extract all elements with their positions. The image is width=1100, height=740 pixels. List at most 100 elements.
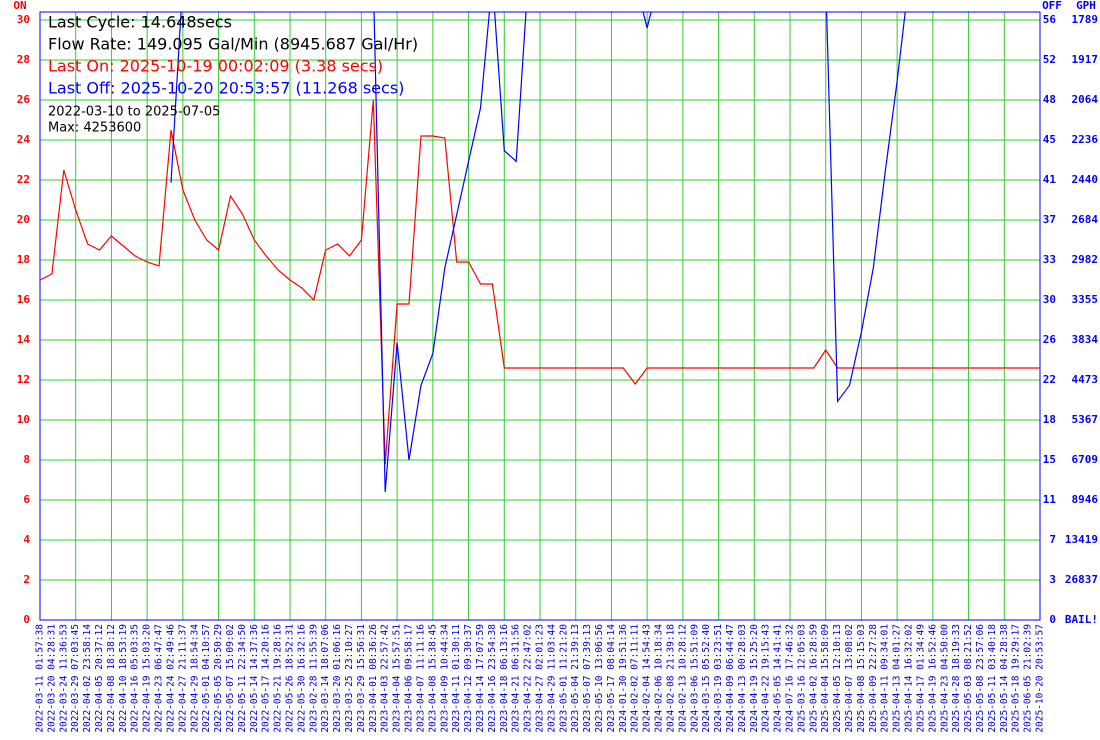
x-tick-label: 2023-04-16 23:54:38 xyxy=(487,624,498,733)
series-line xyxy=(170,12,906,493)
note: 2022-03-10 to 2025-07-05 xyxy=(48,105,220,120)
x-tick-label: 2024-02-02 07:11:11 xyxy=(630,624,641,733)
y2-tick-label: 3 xyxy=(1049,573,1056,586)
y-tick-label: 26 xyxy=(17,93,31,106)
x-tick-label: 2024-04-19 15:25:20 xyxy=(749,624,760,733)
x-tick-label: 2023-03-20 01:06:16 xyxy=(332,624,343,733)
x-tick-label: 2022-03-29 07:03:45 xyxy=(70,624,81,733)
y-tick-label: 24 xyxy=(17,133,31,146)
gph-tick-label: 2684 xyxy=(1072,213,1099,226)
x-tick-label: 2023-04-04 15:57:51 xyxy=(392,624,403,733)
y2-tick-label: 30 xyxy=(1043,293,1056,306)
x-tick-label: 2023-04-14 17:07:59 xyxy=(475,624,486,733)
gph-tick-label: 5367 xyxy=(1072,413,1099,426)
x-tick-label: 2025-05-14 04:28:38 xyxy=(999,624,1010,733)
x-tick-label: 2024-04-09 06:44:47 xyxy=(725,624,736,733)
note: Max: 4253600 xyxy=(48,121,141,136)
x-tick-label: 2024-04-13 00:28:03 xyxy=(737,624,748,733)
x-tick-label: 2025-04-13 04:01:27 xyxy=(892,624,903,733)
x-tick-label: 2023-03-29 15:56:31 xyxy=(356,624,367,733)
x-tick-label: 2023-04-07 11:11:16 xyxy=(415,624,426,733)
annotation: Flow Rate: 149.095 Gal/Min (8945.687 Gal… xyxy=(48,35,418,54)
y-tick-label: 28 xyxy=(17,53,30,66)
x-tick-label: 2023-04-08 15:38:45 xyxy=(427,624,438,733)
x-tick-label: 2024-02-06 10:18:34 xyxy=(654,624,665,733)
y2-tick-label: 52 xyxy=(1043,53,1056,66)
x-tick-label: 2024-04-22 19:15:43 xyxy=(761,624,772,733)
x-tick-label: 2023-04-11 01:30:11 xyxy=(451,624,462,733)
y2-tick-label: 37 xyxy=(1043,213,1056,226)
x-tick-label: 2025-04-28 18:19:33 xyxy=(951,624,962,733)
x-tick-label: 2023-05-07 07:39:13 xyxy=(582,624,593,733)
y-tick-label: 0 xyxy=(23,613,30,626)
x-tick-label: 2025-04-17 01:34:49 xyxy=(915,624,926,733)
y2-tick-label: 7 xyxy=(1049,533,1056,546)
gph-tick-label: 1789 xyxy=(1072,13,1099,26)
x-tick-label: 2022-03-11 01:57:38 xyxy=(35,624,46,733)
y2-tick-label: 45 xyxy=(1043,133,1056,146)
x-tick-label: 2024-03-06 15:51:09 xyxy=(689,624,700,733)
gph-tick-label: 8946 xyxy=(1072,493,1099,506)
y-tick-label: 18 xyxy=(17,253,30,266)
x-tick-label: 2023-04-09 10:44:34 xyxy=(439,624,450,733)
gph-tick-label: 1917 xyxy=(1072,53,1099,66)
x-tick-label: 2022-05-30 16:32:16 xyxy=(296,624,307,733)
y-tick-label: 14 xyxy=(17,333,31,346)
y2-tick-label: 11 xyxy=(1043,493,1057,506)
x-tick-label: 2023-05-10 13:06:56 xyxy=(594,624,605,733)
gph-tick-label: 13419 xyxy=(1065,533,1098,546)
y-tick-label: 20 xyxy=(17,213,30,226)
x-tick-label: 2023-04-21 06:31:56 xyxy=(511,624,522,733)
x-tick-label: 2022-05-14 14:37:36 xyxy=(249,624,260,733)
annotation: Last Cycle: 14.648secs xyxy=(48,13,232,32)
x-tick-label: 2023-02-28 11:55:39 xyxy=(308,624,319,733)
x-tick-label: 2022-05-07 15:09:02 xyxy=(225,624,236,733)
x-tick-label: 2023-05-01 11:21:20 xyxy=(558,624,569,733)
gph-tick-label: 6709 xyxy=(1072,453,1099,466)
x-tick-label: 2022-05-05 20:50:29 xyxy=(213,624,224,733)
x-tick-label: 2022-04-08 18:38:12 xyxy=(106,624,117,733)
x-tick-label: 2022-04-19 15:03:20 xyxy=(142,624,153,733)
x-tick-label: 2022-04-10 18:53:19 xyxy=(118,624,129,733)
gph-tick-label: 2064 xyxy=(1072,93,1099,106)
x-tick-label: 2023-04-27 02:01:23 xyxy=(535,624,546,733)
x-tick-label: 2024-03-19 03:23:51 xyxy=(713,624,724,733)
x-tick-label: 2025-05-03 08:21:52 xyxy=(963,624,974,733)
y-tick-label: 10 xyxy=(17,413,30,426)
y-axis-label: ON xyxy=(13,0,26,12)
x-tick-label: 2023-04-01 08:36:26 xyxy=(368,624,379,733)
y3-axis-label: GPH xyxy=(1076,0,1096,12)
x-tick-label: 2025-04-07 13:08:02 xyxy=(844,624,855,733)
x-tick-label: 2022-03-24 11:36:53 xyxy=(58,624,69,733)
y2-tick-label: 22 xyxy=(1043,373,1056,386)
x-tick-label: 2023-03-14 18:07:06 xyxy=(320,624,331,733)
x-tick-label: 2023-04-12 09:30:37 xyxy=(463,624,474,733)
series-line xyxy=(40,99,1040,465)
y-tick-label: 6 xyxy=(23,493,30,506)
x-tick-label: 2025-04-02 16:28:59 xyxy=(808,624,819,733)
y-tick-label: 2 xyxy=(23,573,30,586)
x-tick-label: 2023-04-03 22:57:42 xyxy=(380,624,391,733)
x-tick-label: 2024-02-13 10:28:12 xyxy=(677,624,688,733)
x-tick-label: 2022-04-05 20:37:12 xyxy=(94,624,105,733)
x-tick-label: 2022-05-01 04:10:57 xyxy=(201,624,212,733)
y2-tick-label: 26 xyxy=(1043,333,1057,346)
x-tick-label: 2024-02-04 14:54:43 xyxy=(642,624,653,733)
y2-axis-label: OFF xyxy=(1042,0,1062,12)
gph-tick-label: 2440 xyxy=(1072,173,1099,186)
x-tick-label: 2025-06-05 21:02:39 xyxy=(1023,624,1034,733)
y2-tick-label: 41 xyxy=(1043,173,1057,186)
y2-tick-label: 48 xyxy=(1043,93,1056,106)
x-tick-label: 2022-04-16 05:03:35 xyxy=(130,624,141,733)
x-tick-label: 2022-04-02 23:58:14 xyxy=(82,624,93,733)
x-tick-label: 2024-02-08 21:39:18 xyxy=(665,624,676,733)
y-tick-label: 4 xyxy=(23,533,30,546)
x-tick-label: 2024-07-16 17:46:32 xyxy=(785,624,796,733)
gph-tick-label: BAIL! xyxy=(1065,613,1098,626)
y2-tick-label: 33 xyxy=(1043,253,1056,266)
x-tick-label: 2023-05-17 08:04:14 xyxy=(606,624,617,733)
x-tick-label: 2025-04-08 15:15:03 xyxy=(856,624,867,733)
x-tick-label: 2022-04-29 18:54:34 xyxy=(189,624,200,733)
x-tick-label: 2023-05-04 21:39:13 xyxy=(570,624,581,733)
